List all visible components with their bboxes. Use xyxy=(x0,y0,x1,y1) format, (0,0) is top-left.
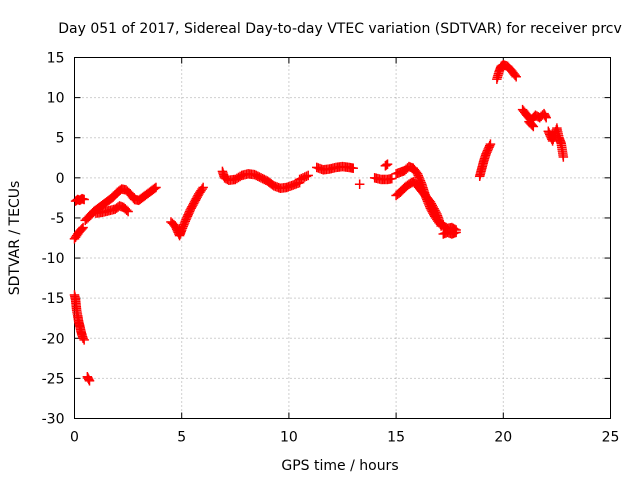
data-point xyxy=(427,200,437,211)
data-point xyxy=(425,197,436,207)
y-tick-label: 0 xyxy=(56,171,65,187)
y-tick-label: -10 xyxy=(42,251,65,267)
data-point xyxy=(79,194,89,205)
y-tick-label: -25 xyxy=(42,371,65,387)
grid xyxy=(74,57,611,419)
data-point xyxy=(436,221,446,231)
data-point xyxy=(485,139,496,149)
x-tick-label: 0 xyxy=(70,430,79,446)
data-point xyxy=(78,333,88,344)
tick-labels: 0 5 10 15 20 25 -30 -25 -20 -15 -10 -5 0 5 10 15 xyxy=(42,51,620,446)
data-point xyxy=(428,202,438,212)
x-axis-label: GPS time / hours xyxy=(281,458,398,474)
y-tick-label: -5 xyxy=(51,211,65,227)
data-point xyxy=(387,173,397,184)
data-point xyxy=(123,206,133,217)
data-point xyxy=(527,120,537,131)
data-point xyxy=(78,222,88,233)
x-tick-label: 20 xyxy=(494,430,512,446)
chart-title: Day 051 of 2017, Sidereal Day-to-day VTE… xyxy=(58,21,622,37)
data-point xyxy=(198,182,208,193)
data-point xyxy=(151,182,161,193)
data-point xyxy=(558,152,569,162)
data-point xyxy=(84,376,95,386)
data-point xyxy=(300,172,310,182)
data-points xyxy=(69,59,569,386)
y-tick-label: -20 xyxy=(42,331,65,347)
data-point xyxy=(382,159,393,169)
data-point xyxy=(510,70,520,81)
data-point xyxy=(348,163,358,173)
data-point xyxy=(197,184,207,194)
data-point xyxy=(429,204,439,214)
y-tick-label: -15 xyxy=(42,291,65,307)
y-tick-label: -30 xyxy=(42,412,65,428)
data-point xyxy=(511,72,521,82)
data-point xyxy=(294,174,305,185)
data-point xyxy=(298,173,308,183)
data-point xyxy=(381,160,392,170)
x-tick-label: 15 xyxy=(387,430,405,446)
data-point xyxy=(121,205,132,215)
data-point xyxy=(79,335,89,345)
data-point xyxy=(301,171,312,181)
data-point xyxy=(541,112,551,123)
data-point xyxy=(528,121,539,132)
y-axis-label: SDTVAR / TECUs xyxy=(7,181,23,296)
y-tick-label: 10 xyxy=(47,91,65,107)
data-point xyxy=(431,207,441,217)
data-point xyxy=(303,170,313,181)
x-tick-label: 25 xyxy=(602,430,620,446)
y-tick-label: 5 xyxy=(56,131,65,147)
x-tick-label: 10 xyxy=(280,430,298,446)
x-tick-label: 5 xyxy=(177,430,186,446)
data-point xyxy=(430,205,440,216)
y-tick-label: 15 xyxy=(47,51,65,67)
data-point xyxy=(451,227,461,238)
data-point xyxy=(354,179,365,190)
data-point xyxy=(426,198,437,209)
data-point xyxy=(149,183,160,194)
data-point xyxy=(296,173,307,184)
data-point xyxy=(77,224,87,234)
